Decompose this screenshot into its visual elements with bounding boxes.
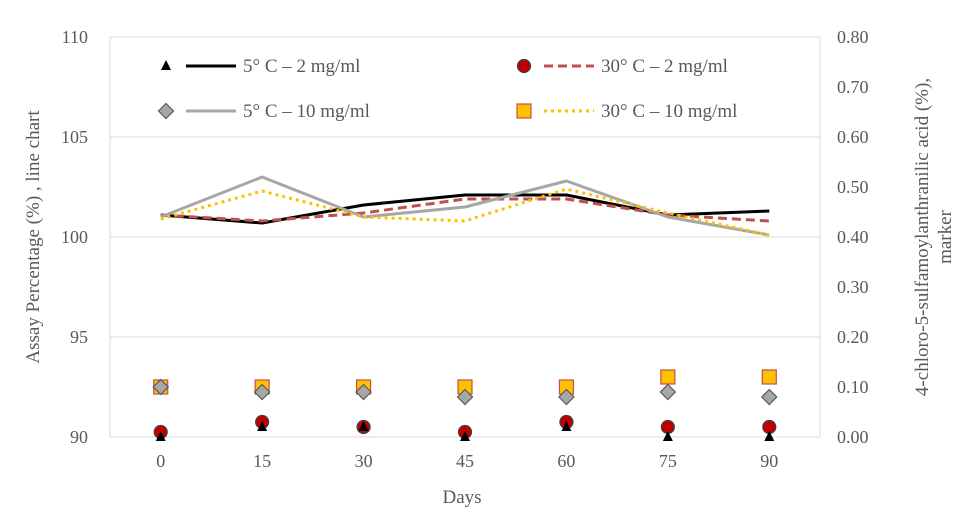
legend-marker-0	[161, 60, 171, 70]
left-tick-label: 90	[70, 427, 88, 447]
gridlines	[110, 36, 820, 438]
series-marker-0	[257, 421, 268, 431]
x-tick-label: 30	[355, 451, 373, 471]
right-tick-label: 0.40	[837, 227, 869, 247]
series-marker-2	[355, 383, 372, 401]
legend-label-1: 30° C – 2 mg/ml	[601, 56, 728, 77]
series-line-2	[160, 175, 770, 237]
series-marker-2	[760, 388, 778, 406]
legend-label-0: 5° C – 2 mg/ml	[243, 56, 360, 77]
left-axis-ticks: 90 95 100 105 110	[61, 27, 88, 447]
right-tick-label: 0.30	[837, 277, 869, 297]
right-tick-label: 0.60	[837, 127, 869, 147]
right-tick-label: 0.80	[837, 27, 869, 47]
left-tick-label: 95	[70, 327, 88, 347]
series-lines	[160, 175, 770, 237]
left-tick-label: 100	[61, 227, 88, 247]
legend-label-2: 5° C – 10 mg/ml	[243, 101, 370, 122]
left-axis-title: Assay Percentage (%) , line chart	[23, 110, 44, 364]
right-tick-label: 0.70	[837, 77, 869, 97]
series-marker-3	[761, 369, 777, 385]
legend-marker-2	[157, 102, 175, 120]
left-tick-label: 105	[61, 127, 88, 147]
series-marker-0	[764, 431, 775, 441]
right-axis-title-line1: 4-chloro-5-sulfamoylanthranilic acid (%)…	[912, 78, 933, 396]
x-tick-label: 15	[253, 451, 271, 471]
x-tick-label: 90	[760, 451, 778, 471]
x-tick-label: 45	[456, 451, 474, 471]
series-marker-2	[659, 383, 677, 401]
series-marker-2	[152, 378, 170, 396]
series-marker-0	[561, 421, 572, 431]
series-line-3	[160, 187, 770, 237]
legend-marker-1	[516, 58, 532, 74]
left-tick-label: 110	[62, 27, 88, 47]
x-tick-label: 0	[156, 451, 165, 471]
series-line-1	[160, 197, 770, 223]
series-marker-0	[155, 431, 166, 441]
series-marker-2	[253, 383, 271, 401]
x-tick-label: 75	[659, 451, 677, 471]
series-marker-0	[460, 431, 470, 441]
series-marker-2	[558, 388, 575, 406]
legend-label-3: 30° C – 10 mg/ml	[601, 101, 737, 122]
series-markers	[152, 369, 778, 441]
x-axis-title: Days	[442, 487, 481, 508]
right-axis-ticks: 0.00 0.10 0.20 0.30 0.40 0.50 0.60 0.70 0.80	[837, 27, 869, 447]
series-marker-0	[358, 421, 369, 431]
right-tick-label: 0.50	[837, 177, 869, 197]
legend: 5° C – 2 mg/ml 30° C – 2 mg/ml 5° C – 10 m…	[157, 56, 737, 122]
series-marker-0	[662, 431, 673, 441]
series-marker-2	[456, 388, 474, 406]
x-axis-ticks: 0 15 30 45 60 75 90	[156, 451, 778, 471]
right-tick-label: 0.00	[837, 427, 869, 447]
x-tick-label: 60	[557, 451, 575, 471]
series-marker-3	[660, 369, 676, 385]
right-axis-title-line2: marker	[935, 209, 956, 263]
right-tick-label: 0.20	[837, 327, 869, 347]
right-tick-label: 0.10	[837, 377, 869, 397]
legend-marker-3	[516, 103, 532, 119]
